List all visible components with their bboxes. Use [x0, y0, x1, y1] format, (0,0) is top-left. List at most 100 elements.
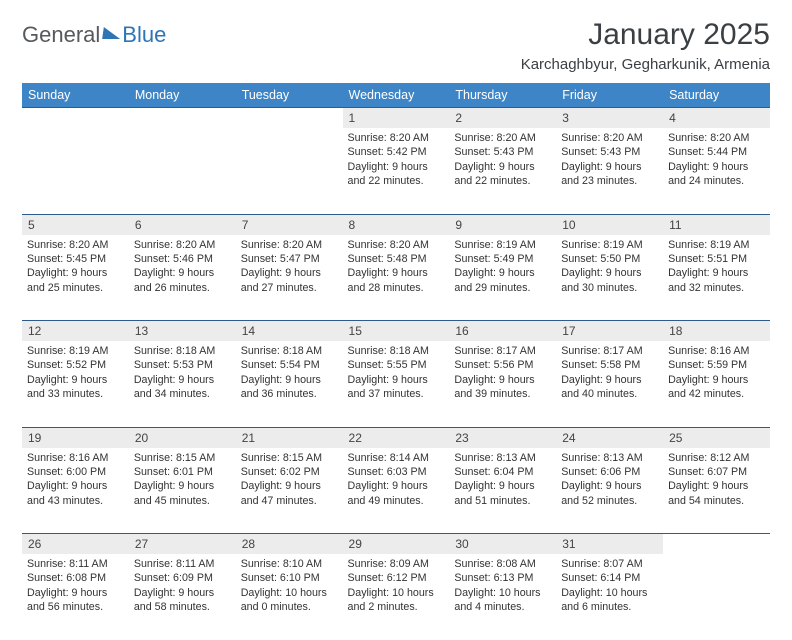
day-cell: Sunrise: 8:12 AMSunset: 6:07 PMDaylight:… — [663, 448, 770, 534]
daylight-line-2: and 42 minutes. — [668, 387, 765, 401]
sunset-line: Sunset: 5:49 PM — [454, 252, 551, 266]
title-block: January 2025 Karchaghbyur, Gegharkunik, … — [521, 18, 770, 73]
daylight-line-1: Daylight: 9 hours — [348, 160, 445, 174]
daylight-line-1: Daylight: 9 hours — [561, 373, 658, 387]
daylight-line-1: Daylight: 10 hours — [348, 586, 445, 600]
empty-day — [663, 534, 770, 540]
day-content: Sunrise: 8:07 AMSunset: 6:14 PMDaylight:… — [556, 554, 663, 619]
sunrise-line: Sunrise: 8:16 AM — [27, 451, 124, 465]
daylight-line-1: Daylight: 9 hours — [454, 373, 551, 387]
sunset-line: Sunset: 6:02 PM — [241, 465, 338, 479]
weekday-header: Sunday — [22, 83, 129, 108]
day-content: Sunrise: 8:19 AMSunset: 5:50 PMDaylight:… — [556, 235, 663, 300]
sunset-line: Sunset: 5:55 PM — [348, 358, 445, 372]
sunrise-line: Sunrise: 8:07 AM — [561, 557, 658, 571]
daylight-line-2: and 28 minutes. — [348, 281, 445, 295]
day-number: 12 — [22, 321, 129, 341]
sunrise-line: Sunrise: 8:11 AM — [134, 557, 231, 571]
sunrise-line: Sunrise: 8:20 AM — [561, 131, 658, 145]
daylight-line-2: and 58 minutes. — [134, 600, 231, 614]
daylight-line-1: Daylight: 9 hours — [134, 586, 231, 600]
sunrise-line: Sunrise: 8:20 AM — [668, 131, 765, 145]
daylight-line-2: and 0 minutes. — [241, 600, 338, 614]
logo-text-general: General — [22, 22, 100, 48]
sunrise-line: Sunrise: 8:12 AM — [668, 451, 765, 465]
sunrise-line: Sunrise: 8:14 AM — [348, 451, 445, 465]
sunset-line: Sunset: 5:51 PM — [668, 252, 765, 266]
daylight-line-2: and 43 minutes. — [27, 494, 124, 508]
day-cell: Sunrise: 8:19 AMSunset: 5:51 PMDaylight:… — [663, 235, 770, 321]
day-content: Sunrise: 8:19 AMSunset: 5:49 PMDaylight:… — [449, 235, 556, 300]
sunset-line: Sunset: 6:04 PM — [454, 465, 551, 479]
day-number: 20 — [129, 428, 236, 448]
daylight-line-2: and 24 minutes. — [668, 174, 765, 188]
sunrise-line: Sunrise: 8:13 AM — [454, 451, 551, 465]
day-cell: Sunrise: 8:16 AMSunset: 5:59 PMDaylight:… — [663, 341, 770, 427]
day-content: Sunrise: 8:17 AMSunset: 5:56 PMDaylight:… — [449, 341, 556, 406]
sunrise-line: Sunrise: 8:17 AM — [454, 344, 551, 358]
sunset-line: Sunset: 5:45 PM — [27, 252, 124, 266]
day-number: 28 — [236, 534, 343, 554]
empty-day — [22, 108, 129, 114]
day-number: 8 — [343, 215, 450, 235]
sunset-line: Sunset: 6:13 PM — [454, 571, 551, 585]
empty-day — [129, 108, 236, 114]
logo-text-blue: Blue — [122, 22, 166, 48]
day-cell: Sunrise: 8:09 AMSunset: 6:12 PMDaylight:… — [343, 554, 450, 640]
sunrise-line: Sunrise: 8:20 AM — [134, 238, 231, 252]
daylight-line-2: and 4 minutes. — [454, 600, 551, 614]
day-cell: Sunrise: 8:10 AMSunset: 6:10 PMDaylight:… — [236, 554, 343, 640]
sunrise-line: Sunrise: 8:15 AM — [134, 451, 231, 465]
day-cell: Sunrise: 8:18 AMSunset: 5:54 PMDaylight:… — [236, 341, 343, 427]
logo-triangle-icon — [102, 27, 122, 39]
daynum-row: 262728293031 — [22, 534, 770, 555]
day-cell: Sunrise: 8:17 AMSunset: 5:58 PMDaylight:… — [556, 341, 663, 427]
daylight-line-2: and 30 minutes. — [561, 281, 658, 295]
empty-day — [236, 108, 343, 114]
daylight-line-1: Daylight: 9 hours — [561, 160, 658, 174]
daylight-line-1: Daylight: 9 hours — [668, 160, 765, 174]
daylight-line-2: and 37 minutes. — [348, 387, 445, 401]
day-number: 5 — [22, 215, 129, 235]
daynum-row: 567891011 — [22, 214, 770, 235]
sunset-line: Sunset: 6:08 PM — [27, 571, 124, 585]
day-content: Sunrise: 8:09 AMSunset: 6:12 PMDaylight:… — [343, 554, 450, 619]
sunrise-line: Sunrise: 8:15 AM — [241, 451, 338, 465]
sunset-line: Sunset: 5:53 PM — [134, 358, 231, 372]
weekday-header: Saturday — [663, 83, 770, 108]
daylight-line-1: Daylight: 9 hours — [668, 373, 765, 387]
daylight-line-2: and 36 minutes. — [241, 387, 338, 401]
day-number: 3 — [556, 108, 663, 128]
daylight-line-2: and 23 minutes. — [561, 174, 658, 188]
daylight-line-1: Daylight: 9 hours — [454, 266, 551, 280]
day-cell: Sunrise: 8:20 AMSunset: 5:48 PMDaylight:… — [343, 235, 450, 321]
day-cell — [236, 128, 343, 214]
day-content: Sunrise: 8:11 AMSunset: 6:08 PMDaylight:… — [22, 554, 129, 619]
day-content: Sunrise: 8:14 AMSunset: 6:03 PMDaylight:… — [343, 448, 450, 513]
weekday-header: Wednesday — [343, 83, 450, 108]
sunrise-line: Sunrise: 8:19 AM — [454, 238, 551, 252]
day-cell — [129, 128, 236, 214]
day-content: Sunrise: 8:18 AMSunset: 5:54 PMDaylight:… — [236, 341, 343, 406]
day-cell: Sunrise: 8:19 AMSunset: 5:50 PMDaylight:… — [556, 235, 663, 321]
sunset-line: Sunset: 6:09 PM — [134, 571, 231, 585]
day-content: Sunrise: 8:11 AMSunset: 6:09 PMDaylight:… — [129, 554, 236, 619]
sunset-line: Sunset: 6:12 PM — [348, 571, 445, 585]
weekday-header: Thursday — [449, 83, 556, 108]
day-content: Sunrise: 8:16 AMSunset: 5:59 PMDaylight:… — [663, 341, 770, 406]
daynum-row: 1234 — [22, 108, 770, 129]
sunset-line: Sunset: 5:44 PM — [668, 145, 765, 159]
day-content: Sunrise: 8:20 AMSunset: 5:46 PMDaylight:… — [129, 235, 236, 300]
day-content: Sunrise: 8:20 AMSunset: 5:43 PMDaylight:… — [449, 128, 556, 193]
day-cell: Sunrise: 8:18 AMSunset: 5:55 PMDaylight:… — [343, 341, 450, 427]
sunset-line: Sunset: 5:46 PM — [134, 252, 231, 266]
day-number: 18 — [663, 321, 770, 341]
daylight-line-1: Daylight: 9 hours — [348, 266, 445, 280]
weekday-header: Friday — [556, 83, 663, 108]
day-number: 30 — [449, 534, 556, 554]
day-number: 6 — [129, 215, 236, 235]
weekday-header: Monday — [129, 83, 236, 108]
sunrise-line: Sunrise: 8:09 AM — [348, 557, 445, 571]
sunrise-line: Sunrise: 8:16 AM — [668, 344, 765, 358]
daylight-line-1: Daylight: 9 hours — [668, 479, 765, 493]
